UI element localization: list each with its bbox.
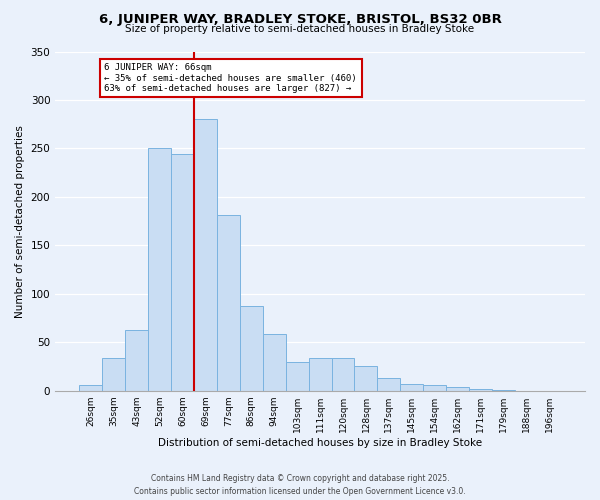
Bar: [400, 384, 423, 390]
Bar: [171, 154, 194, 390]
Bar: [102, 358, 125, 390]
Bar: [79, 385, 102, 390]
Bar: [125, 330, 148, 390]
Bar: [469, 389, 492, 390]
Bar: [377, 378, 400, 390]
Bar: [286, 362, 308, 390]
Bar: [217, 216, 240, 390]
Text: 6, JUNIPER WAY, BRADLEY STOKE, BRISTOL, BS32 0BR: 6, JUNIPER WAY, BRADLEY STOKE, BRISTOL, …: [98, 12, 502, 26]
Bar: [240, 306, 263, 390]
Bar: [355, 366, 377, 390]
Text: 6 JUNIPER WAY: 66sqm
← 35% of semi-detached houses are smaller (460)
63% of semi: 6 JUNIPER WAY: 66sqm ← 35% of semi-detac…: [104, 63, 357, 93]
Text: Size of property relative to semi-detached houses in Bradley Stoke: Size of property relative to semi-detach…: [125, 24, 475, 34]
Bar: [148, 148, 171, 390]
Y-axis label: Number of semi-detached properties: Number of semi-detached properties: [15, 124, 25, 318]
Bar: [194, 120, 217, 390]
Bar: [308, 358, 332, 390]
Bar: [263, 334, 286, 390]
Bar: [423, 385, 446, 390]
Bar: [332, 358, 355, 390]
X-axis label: Distribution of semi-detached houses by size in Bradley Stoke: Distribution of semi-detached houses by …: [158, 438, 482, 448]
Text: Contains HM Land Registry data © Crown copyright and database right 2025.
Contai: Contains HM Land Registry data © Crown c…: [134, 474, 466, 496]
Bar: [446, 387, 469, 390]
